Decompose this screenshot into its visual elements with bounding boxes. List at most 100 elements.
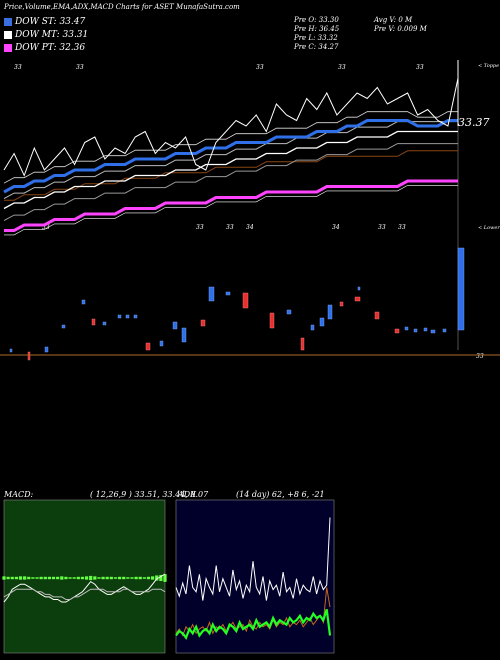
stat-pre-close: Pre C: 34.27	[294, 43, 339, 51]
volume-bar	[310, 324, 315, 331]
volume-bar	[200, 319, 206, 327]
stat-pre-low: Pre L: 33.32	[294, 34, 338, 42]
volume-bar	[394, 328, 400, 334]
volume-bar	[225, 291, 231, 296]
ema-long-edge-line	[4, 185, 458, 236]
volume-bar	[91, 318, 96, 326]
macd-histogram-bar	[10, 576, 14, 580]
macd-histogram-bar	[97, 577, 101, 579]
macd-panel-bg	[3, 499, 166, 654]
macd-histogram-bar	[163, 574, 167, 582]
chart-title: Price,Volume,EMA,ADX,MACD Charts for ASE…	[4, 3, 240, 11]
macd-histogram-bar	[18, 576, 23, 580]
macd-histogram-bar	[76, 576, 80, 580]
volume-bar	[159, 340, 164, 347]
ema-band-mark: 33	[42, 224, 50, 231]
macd-histogram-bar	[122, 576, 126, 580]
macd-histogram-bar	[68, 577, 72, 579]
stat-pre-high: Pre H: 36.45	[294, 25, 340, 33]
volume-bar	[339, 301, 344, 307]
macd-histogram-bar	[159, 575, 163, 581]
macd-histogram-bar	[35, 577, 39, 579]
macd-histogram-bar	[130, 577, 134, 579]
price-bottom-mark-1: 33	[196, 224, 204, 231]
macd-histogram-bar	[51, 576, 56, 580]
volume-bar	[81, 299, 86, 305]
price-bottom-mark-5: 33	[378, 224, 386, 231]
volume-bar	[242, 292, 249, 309]
macd-histogram-bar	[138, 576, 142, 580]
price-series-group	[3, 60, 459, 236]
legend-swatch-dow-pt	[4, 44, 12, 52]
volume-bar	[374, 311, 380, 320]
macd-histogram-bar	[84, 576, 89, 580]
adx-series-group	[175, 517, 332, 640]
series-line-dow-st	[3, 119, 458, 194]
volume-bar	[27, 351, 31, 361]
volume-bar	[442, 328, 447, 333]
stat-pre-open: Pre O: 33.30	[294, 16, 339, 24]
volume-bar	[423, 327, 428, 332]
macd-histogram-bar	[23, 576, 27, 580]
volume-bar	[117, 314, 122, 319]
series-line-adx	[175, 517, 331, 601]
macd-histogram-bar	[89, 575, 93, 581]
macd-histogram-bar	[142, 577, 146, 579]
volume-bar	[9, 348, 13, 353]
macd-histogram-bar	[109, 576, 113, 580]
legend-swatch-dow-st	[4, 18, 12, 26]
macd-histogram-bar	[117, 576, 122, 580]
macd-params: ( 12,26,9 ) 33.51, 33.44, 0.07	[90, 490, 209, 499]
volume-bar	[172, 321, 178, 330]
last-price-label: 33.37	[458, 116, 490, 129]
volume-bar	[208, 286, 215, 302]
volume-bar	[44, 346, 49, 353]
macd-histogram-bar	[64, 576, 68, 580]
volume-bar	[125, 314, 130, 319]
series-line-signal	[3, 588, 166, 600]
legend-label-dow-mt: DOW MT: 33.31	[15, 30, 89, 40]
adx-params: (14 day) 62, +8 6, -21	[236, 490, 325, 499]
bottom-right-mark: 33	[476, 353, 484, 360]
price-top-mark-2: 33	[76, 64, 84, 71]
macd-series-group	[2, 573, 167, 603]
stat-avg-volume: Avg V: 0 M	[374, 16, 413, 24]
volume-bar	[319, 317, 325, 327]
macd-histogram-bar	[93, 576, 97, 580]
macd-histogram-bar	[105, 576, 109, 580]
macd-histogram-bar	[27, 576, 31, 580]
macd-histogram-bar	[2, 576, 6, 580]
price-bottom-mark-4: 34	[332, 224, 340, 231]
macd-histogram-bar	[151, 576, 155, 580]
stat-pre-volume: Pre V: 0.009 M	[374, 25, 427, 33]
macd-histogram-bar	[60, 576, 64, 580]
volume-bar	[181, 327, 187, 343]
macd-histogram-bar	[126, 577, 130, 579]
legend-swatch-dow-mt	[4, 31, 12, 39]
macd-histogram-bar	[31, 577, 35, 579]
macd-histogram-bar	[6, 576, 10, 580]
volume-bar	[286, 309, 292, 315]
volume-bar	[145, 342, 151, 351]
macd-histogram-bar	[155, 575, 159, 581]
price-bottom-mark-3: 34	[246, 224, 254, 231]
macd-histogram-bar	[80, 576, 85, 580]
price-top-mark-5: 33	[416, 64, 424, 71]
macd-histogram-bar	[39, 576, 43, 580]
right-label-upper: < Toppe	[478, 63, 500, 69]
macd-histogram-bar	[134, 576, 138, 580]
price-top-mark-3: 33	[256, 64, 264, 71]
legend-item-dow-mt: DOW MT: 33.31	[4, 30, 88, 40]
volume-bars-group	[9, 247, 465, 361]
macd-histogram-bar	[47, 576, 52, 580]
ema-short-upper-line	[3, 111, 458, 184]
ema-mid-lower-line	[3, 143, 458, 222]
price-bottom-mark-6: 33	[398, 224, 406, 231]
legend-item-dow-st: DOW ST: 33.47	[4, 17, 85, 27]
volume-bar	[133, 314, 138, 319]
macd-histogram-bar	[146, 576, 151, 580]
volume-bar	[354, 296, 361, 302]
series-line-plus-di	[175, 608, 332, 640]
volume-bar	[269, 312, 275, 329]
series-line-dow-mt	[3, 130, 458, 210]
